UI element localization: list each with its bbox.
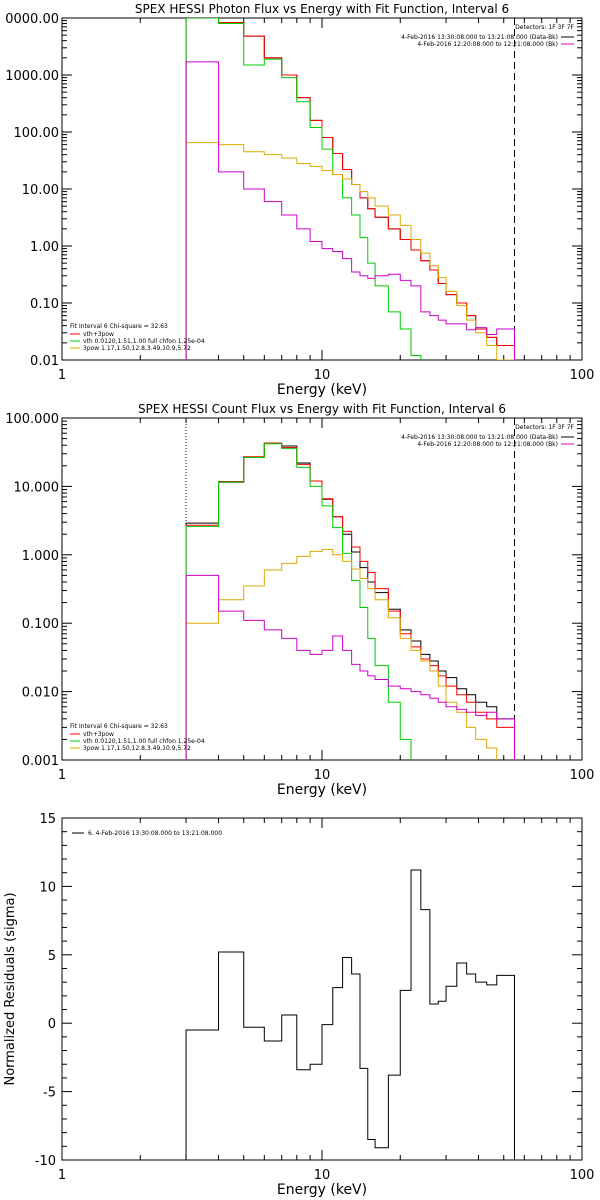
legend-entry-label: 6. 4-Feb-2016 13:30:08.000 to 13:21:08.0… [88,830,222,837]
chart-title: SPEX HESSI Count Flux vs Energy with Fit… [138,402,506,416]
series-powerlaw [185,548,515,760]
x-tick-label: 1 [58,368,66,383]
legend-entry-label: 4-Feb-2016 12:20:08.000 to 12:21:08.000 … [417,41,558,48]
legend-entry-label: 4-Feb-2016 12:20:08.000 to 12:21:08.000 … [417,441,558,448]
y-tick-label: 1.00 [30,240,59,255]
y-tick-label: -10 [35,1154,56,1169]
series-total_fit [185,18,515,360]
y-tick-label: 0.100 [22,617,59,632]
x-tick-label: 100 [570,1168,595,1183]
series-data [185,18,515,360]
plot-frame [61,417,583,761]
y-tick-label: 0.001 [22,754,59,769]
y-tick-label: 15 [39,812,56,827]
y-tick-label: 0 [48,1017,56,1032]
y-axis-label: Normalized Residuals (sigma) [3,892,18,1085]
y-tick-label: 0.01 [30,354,59,369]
series-thermal [185,443,515,760]
legend-entry-label: 4-Feb-2016 13:30:08.000 to 13:21:08.000 … [401,434,558,441]
count-flux-panel: SPEX HESSI Count Flux vs Energy with Fit… [5,402,594,798]
y-tick-label: 0.010 [22,686,59,701]
series-background [185,61,515,360]
legend-detectors: Detectors: 1F 3F 7F [515,24,574,31]
x-tick-label: 100 [570,768,595,783]
y-tick-label: 100.000 [5,412,59,427]
plot-frame [61,17,583,361]
y-tick-label: 1000.00 [5,69,59,84]
legend-entry-label: vth+3pow [83,731,114,738]
y-tick-label: 10.000 [14,480,60,495]
series-residuals [185,869,515,1160]
chart-title: SPEX HESSI Photon Flux vs Energy with Fi… [135,2,509,16]
series-powerlaw [185,142,515,360]
x-tick-label: 10 [314,1168,331,1183]
photon-flux-panel: SPEX HESSI Photon Flux vs Energy with Fi… [5,2,594,398]
y-tick-label: 0000.00 [5,12,59,27]
y-tick-label: -5 [43,1086,56,1101]
x-tick-label: 10 [314,368,331,383]
x-axis-label: Energy (keV) [277,382,367,398]
x-axis-label: Energy (keV) [277,1182,367,1198]
x-tick-label: 1 [58,768,66,783]
legend-entry-label: 3pow 1.17,1.50,12.8,3.49,10.9,5.72 [83,345,191,352]
y-tick-label: 100.00 [14,126,60,141]
series-thermal [185,18,515,360]
y-tick-label: 10.00 [22,183,59,198]
legend-entry-label: 4-Feb-2016 13:30:08.000 to 13:21:08.000 … [401,34,558,41]
legend-entry-label: vth 0.0120,1.51,1.00 full chfon 1.25e-04 [83,338,205,345]
x-tick-label: 100 [570,368,595,383]
y-tick-label: 0.10 [30,297,59,312]
x-tick-label: 1 [58,1168,66,1183]
legend-entry-label: vth+3pow [83,331,114,338]
legend-entry-label: vth 0.0120,1.51,1.00 full chfon 1.25e-04 [83,738,205,745]
x-axis-label: Energy (keV) [277,782,367,798]
y-tick-label: 1.000 [22,549,59,564]
series-background [185,574,515,760]
residuals-panel: 1 10 100 Energy (keV) -10 -5 0 5 10 15 Normalized … [3,812,594,1198]
y-tick-label: 5 [48,949,56,964]
legend-fit-header: Fit Interval 6 Chi-square = 32.63 [70,723,168,730]
y-tick-label: 10 [39,880,56,895]
legend-fit-header: Fit Interval 6 Chi-square = 32.63 [70,323,168,330]
legend-entry-label: 3pow 1.17,1.50,12.8,3.49,10.9,5.72 [83,745,191,752]
legend-detectors: Detectors: 1F 3F 7F [515,424,574,431]
x-tick-label: 10 [314,768,331,783]
plot-frame [61,817,583,1161]
